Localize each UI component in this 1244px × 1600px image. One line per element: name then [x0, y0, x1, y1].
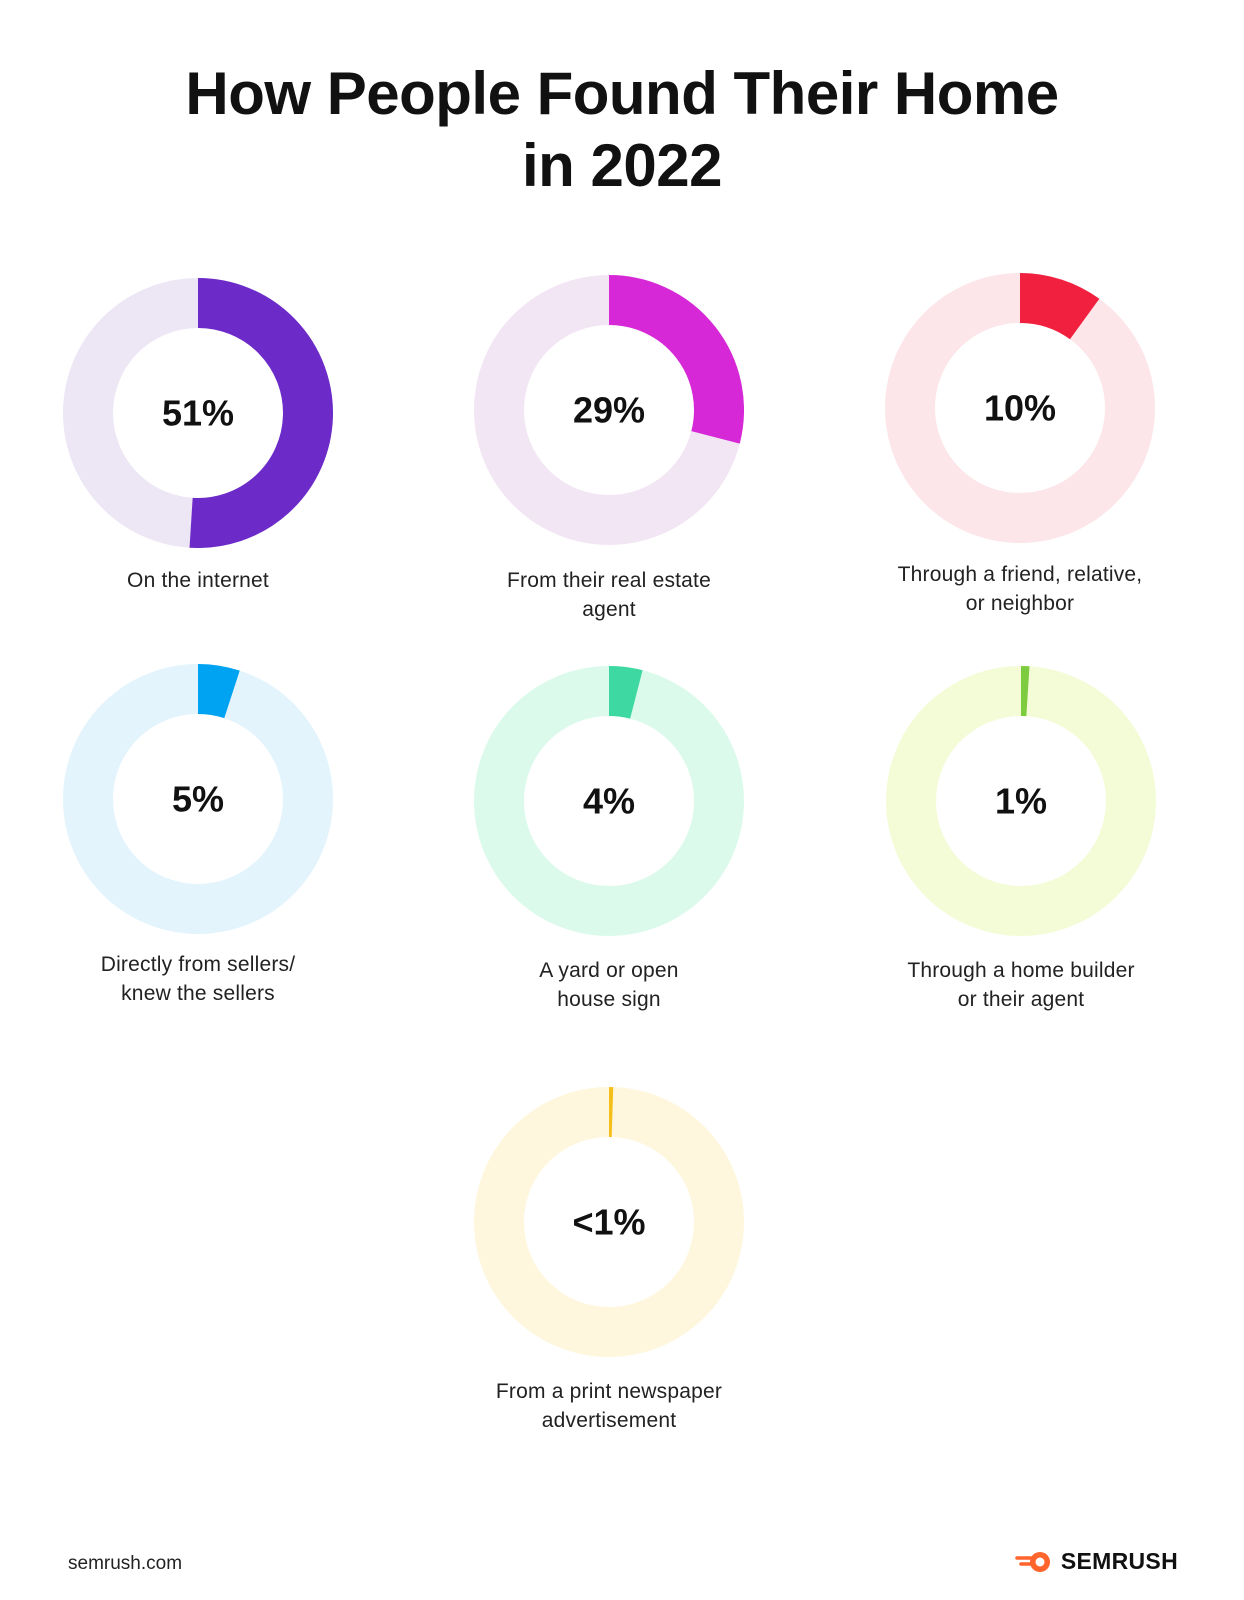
chart-title: How People Found Their Home in 2022	[0, 58, 1244, 202]
donut-chart-1: 51%	[63, 278, 333, 548]
semrush-flame-icon	[1015, 1551, 1050, 1572]
donut-chart-4: 5%	[63, 664, 333, 934]
donut-svg: <1%	[474, 1087, 744, 1357]
donut-caption-line: or neighbor	[965, 592, 1075, 615]
donut-caption: Directly from sellers/knew the sellers	[48, 950, 348, 1008]
chart-title-line-1: How People Found Their Home	[185, 60, 1059, 127]
donut-value-label: 1%	[995, 781, 1047, 822]
donut-chart-2: 29%	[474, 275, 744, 545]
donut-svg: 4%	[474, 666, 744, 936]
donut-caption-line: Directly from sellers/	[100, 953, 296, 976]
donut-slice	[197, 664, 240, 719]
donut-value-label: 51%	[162, 393, 234, 434]
donut-chart-3: 10%	[885, 273, 1155, 543]
donut-svg: 5%	[63, 664, 333, 934]
chart-title-line-2: in 2022	[522, 132, 722, 199]
donut-caption-line: advertisement	[541, 1409, 677, 1432]
donut-value-label: 4%	[583, 781, 635, 822]
donut-caption-line: A yard or open	[539, 959, 679, 982]
donut-slice	[1019, 273, 1100, 340]
donut-caption-line: knew the sellers	[121, 982, 275, 1005]
donut-value-label: 10%	[984, 388, 1056, 429]
donut-svg: 29%	[474, 275, 744, 545]
donut-svg: 10%	[885, 273, 1155, 543]
donut-chart-5: 4%	[474, 666, 744, 936]
donut-svg: 1%	[886, 666, 1156, 936]
donut-caption-line: or their agent	[957, 988, 1085, 1011]
brand-name: SEMRUSH	[1060, 1548, 1178, 1574]
donut-caption-line: Through a friend, relative,	[897, 563, 1143, 586]
donut-chart-6: 1%	[886, 666, 1156, 936]
donut-caption: On the internet	[48, 566, 348, 595]
donut-caption-line: agent	[582, 598, 636, 621]
donut-caption-line: Through a home builder	[907, 959, 1135, 982]
donut-value-label: 29%	[573, 390, 645, 431]
donut-chart-7: <1%	[474, 1087, 744, 1357]
donut-caption: From a print newspaper advertisement	[459, 1377, 759, 1435]
donut-value-label: <1%	[572, 1202, 645, 1243]
donut-caption-line: From a print newspaper	[495, 1380, 723, 1403]
donut-slice	[608, 275, 744, 444]
donut-slice	[608, 666, 643, 719]
donut-caption-line: From their real estate	[507, 569, 711, 592]
donut-caption: A yard or open house sign	[459, 956, 759, 1014]
donut-caption: Through a friend, relative, or neighbor	[870, 560, 1170, 618]
donut-caption: From their real estate agent	[459, 566, 759, 624]
donut-value-label: 5%	[172, 779, 224, 820]
donut-svg: 51%	[63, 278, 333, 548]
donut-caption: Through a home builder or their agent	[871, 956, 1171, 1014]
footer-url: semrush.com	[68, 1553, 183, 1574]
donut-caption-line: house sign	[557, 988, 661, 1011]
donut-caption-line: On the internet	[127, 569, 269, 592]
brand-logo: SEMRUSH	[1015, 1548, 1178, 1575]
donut-slice	[189, 278, 333, 548]
